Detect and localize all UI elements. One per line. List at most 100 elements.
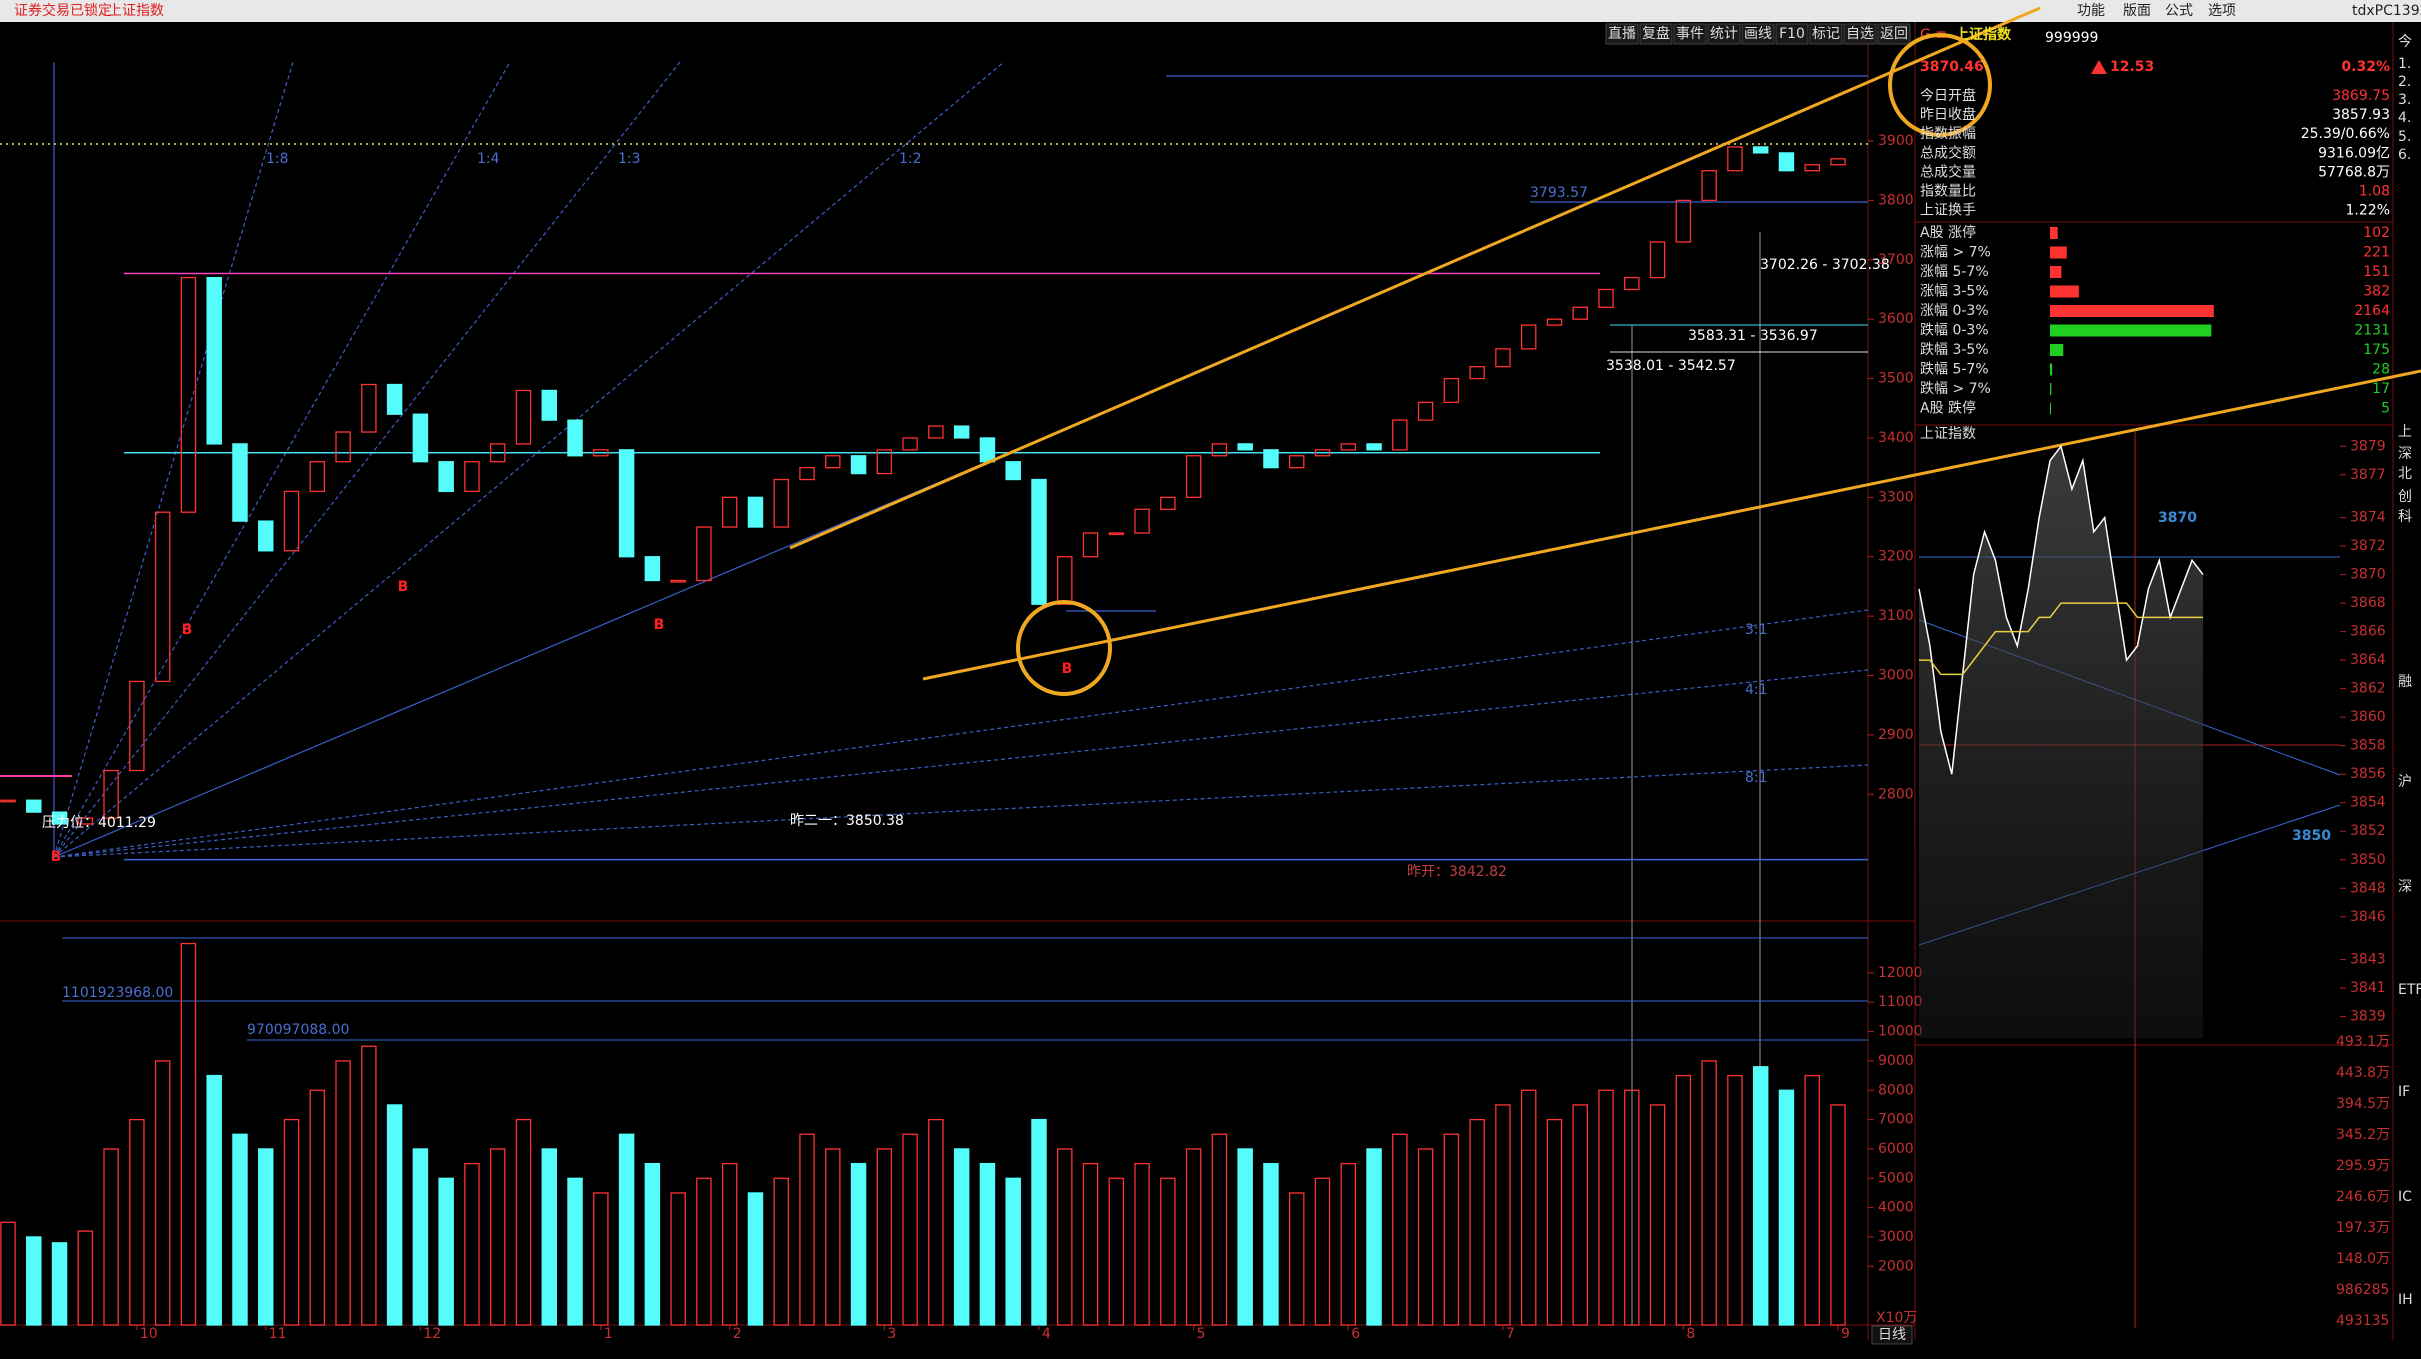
intraday-annotation: 3870 [2158, 510, 2197, 526]
annotation: 8:1 [1745, 770, 1768, 786]
annotation: 4:1 [1745, 682, 1768, 698]
candle [180, 276, 197, 513]
candle [747, 496, 764, 528]
stat-value: 57768.8万 [2318, 164, 2390, 180]
toolbar-button[interactable] [1843, 23, 1877, 45]
candle [1340, 443, 1357, 451]
toolbar-button[interactable] [1673, 23, 1707, 45]
volume-axis-label: 443.8万 [2336, 1065, 2390, 1081]
candle [1546, 318, 1563, 326]
volume-bar [1417, 1148, 1434, 1326]
annotation: 970097088.00 [247, 1022, 349, 1038]
annotation: 1:8 [266, 151, 289, 167]
breadth-bar [2050, 305, 2214, 317]
toolbar-label[interactable]: 统计 [1710, 26, 1738, 42]
volume-bar [438, 1177, 454, 1326]
y-tick-label: 3841 [2350, 980, 2386, 996]
volume-bar [1649, 1104, 1666, 1326]
sidebar-label: IF [2398, 1084, 2410, 1100]
candle [1701, 170, 1717, 202]
candle [1727, 146, 1743, 172]
user: tdxPC13928 [2352, 3, 2421, 19]
candle [154, 511, 171, 683]
sidebar-label: 上 [2398, 424, 2412, 440]
breadth-label: 涨幅 5-7% [1920, 264, 1989, 280]
volume-axis-label: 197.3万 [2336, 1220, 2390, 1236]
y-tick-label: 4000 [1878, 1200, 1914, 1216]
toolbar-label[interactable]: 复盘 [1642, 25, 1670, 42]
stat-label: 指数振幅 [1920, 126, 1976, 142]
period[interactable]: 日线 [1878, 1327, 1906, 1343]
instrument: 上证指数 [108, 3, 164, 19]
candle [1082, 532, 1099, 558]
toolbar-label[interactable]: 返回 [1880, 26, 1908, 42]
volume-unit: X10万 [1876, 1310, 1917, 1326]
stat-label: 昨日收盘 [1920, 106, 1976, 123]
breadth-label: 跌幅 5-7% [1920, 362, 1989, 378]
x-tick-label: 7 [1506, 1326, 1515, 1342]
volume-bar [412, 1148, 429, 1326]
stat-label: 指数量比 [1920, 184, 1976, 200]
intraday-annotation: 3850 [2292, 828, 2331, 844]
y-tick-label: 2800 [1878, 786, 1914, 802]
toolbar-button[interactable] [1741, 23, 1775, 45]
toolbar-button[interactable] [1605, 23, 1639, 45]
candle [1057, 556, 1073, 605]
volume-bar [1031, 1118, 1047, 1326]
annotation: 昨二一：3850.38 [790, 813, 904, 829]
y-tick-label: 5000 [1878, 1170, 1914, 1186]
volume-bar [979, 1162, 996, 1326]
volume-bar [644, 1162, 661, 1326]
toolbar-button[interactable] [1877, 23, 1911, 45]
volume-axis-label: 986285 [2336, 1282, 2389, 1298]
toolbar-label[interactable]: 标记 [1812, 26, 1840, 42]
menu-item[interactable]: 功能 [2077, 3, 2105, 19]
toolbar-button[interactable] [1775, 23, 1809, 45]
x-tick-label: 6 [1351, 1326, 1360, 1342]
period-button[interactable] [1871, 1325, 1913, 1345]
candle [489, 443, 506, 463]
breadth-label: 跌幅 3-5% [1920, 342, 1989, 358]
volume-bar [799, 1133, 815, 1326]
candle [1598, 288, 1614, 308]
intraday-area [1919, 446, 2203, 1039]
volume-bar [1366, 1148, 1382, 1326]
intraday-price-line [1918, 444, 2204, 775]
stat-label: 上证换手 [1920, 202, 1976, 219]
volume-bar [1572, 1104, 1588, 1326]
toolbar-button[interactable] [1707, 23, 1741, 45]
y-tick-label: 3000 [1878, 668, 1914, 684]
toolbar-label[interactable]: 直播 [1608, 25, 1636, 42]
toolbar-label[interactable]: 事件 [1676, 26, 1704, 42]
candle [721, 496, 738, 528]
signal: B [654, 617, 665, 633]
sidebar-label: 1. [2398, 56, 2411, 72]
menu-item[interactable]: 选项 [2208, 3, 2236, 19]
volume-bar [928, 1118, 944, 1326]
volume-bar [232, 1133, 248, 1326]
y-tick-label: 3879 [2350, 438, 2386, 454]
menu-item[interactable]: 公式 [2165, 3, 2193, 19]
annotation: 1101923968.00 [62, 985, 173, 1001]
toolbar-button[interactable] [1639, 23, 1673, 45]
toolbar-label[interactable]: F10 [1779, 26, 1805, 42]
highlight-circle [1016, 600, 1112, 696]
volume-axis-label: 345.2万 [2336, 1127, 2390, 1143]
stat-value: 25.39/0.66% [2301, 126, 2390, 142]
y-tick-label: 2000 [1878, 1258, 1914, 1274]
toolbar-label[interactable]: 自选 [1846, 26, 1874, 42]
menu-item[interactable]: 版面 [2123, 3, 2151, 19]
volume-bar [0, 1221, 16, 1326]
y-tick-label: 3856 [2350, 766, 2386, 782]
toolbar-label[interactable]: 画线 [1744, 26, 1772, 42]
sidebar-label: IC [2398, 1189, 2412, 1205]
toolbar-button[interactable] [1809, 23, 1843, 45]
volume-bar [1598, 1089, 1614, 1326]
y-tick-label: 12000 [1878, 965, 1923, 981]
volume-bar [1546, 1118, 1563, 1326]
volume-bar [696, 1177, 712, 1326]
candle [799, 467, 815, 481]
volume-bar [850, 1162, 867, 1326]
breadth-bar [2050, 363, 2053, 376]
sidebar-label: 创 [2398, 489, 2412, 505]
